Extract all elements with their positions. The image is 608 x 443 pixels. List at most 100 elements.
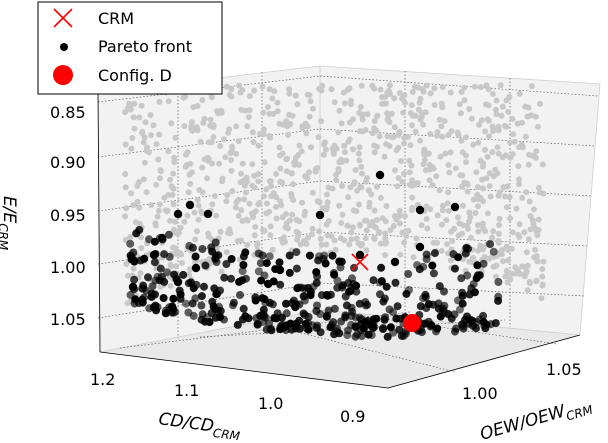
population-point <box>225 129 232 136</box>
population-point <box>187 266 193 273</box>
population-point <box>422 109 429 116</box>
population-point <box>236 82 243 89</box>
population-point <box>229 188 236 195</box>
population-point <box>242 107 249 114</box>
pareto-point <box>415 205 425 215</box>
population-point <box>404 133 411 140</box>
pareto-point <box>145 235 153 244</box>
population-point <box>474 191 481 198</box>
population-point <box>123 205 130 212</box>
population-point <box>403 233 410 239</box>
pareto-point <box>144 273 152 282</box>
population-point <box>436 187 443 194</box>
population-point <box>318 241 325 248</box>
population-point <box>346 241 353 248</box>
population-point <box>333 177 340 184</box>
population-point <box>437 153 444 160</box>
population-point <box>458 89 465 95</box>
population-point <box>254 240 261 247</box>
pareto-point <box>295 324 304 333</box>
z-axis-label: E/ECRM <box>0 196 19 251</box>
population-point <box>348 236 355 243</box>
x-tick-label: 1.0 <box>258 394 283 413</box>
population-point <box>409 182 416 189</box>
population-point <box>168 120 175 127</box>
population-point <box>316 228 323 235</box>
population-point <box>464 188 471 195</box>
population-point <box>383 141 390 148</box>
population-point <box>356 201 362 208</box>
population-point <box>359 170 365 177</box>
population-point <box>392 167 398 174</box>
population-point <box>142 119 149 126</box>
population-point <box>266 178 273 185</box>
population-point <box>363 217 370 224</box>
population-point <box>138 102 145 109</box>
pareto-point <box>203 313 212 322</box>
pareto-point <box>322 312 331 321</box>
pareto-point <box>389 308 397 317</box>
population-point <box>268 183 275 190</box>
population-point <box>348 101 354 108</box>
legend-marker-config-d <box>53 65 73 85</box>
pareto-point <box>389 328 398 337</box>
population-point <box>132 219 139 226</box>
population-point <box>363 247 370 254</box>
population-point <box>389 134 396 141</box>
population-point <box>192 259 199 266</box>
pareto-point <box>419 294 428 303</box>
pareto-point <box>197 301 206 310</box>
population-point <box>181 123 188 130</box>
population-point <box>308 231 315 238</box>
population-point <box>477 84 484 91</box>
pareto-point <box>213 306 222 315</box>
pareto-point <box>285 268 294 277</box>
pareto-point <box>197 292 206 301</box>
pareto-point <box>349 280 358 288</box>
population-point <box>273 204 279 210</box>
population-point <box>294 236 301 243</box>
population-point <box>486 133 493 140</box>
population-point <box>288 193 295 200</box>
population-point <box>274 99 281 106</box>
grid-line <box>97 75 321 103</box>
population-point <box>409 122 415 129</box>
pareto-point <box>168 308 176 317</box>
axis-lines <box>97 91 581 389</box>
population-point <box>540 258 547 265</box>
population-point <box>399 179 406 185</box>
pareto-point <box>377 263 386 272</box>
legend-marker-pareto <box>60 43 68 51</box>
pareto-point <box>198 245 207 253</box>
pareto-point <box>391 278 400 287</box>
population-point <box>366 199 373 206</box>
population-point <box>167 283 174 289</box>
population-point <box>518 141 525 148</box>
x-axis-label: CD/CDCRM <box>157 409 243 443</box>
population-point <box>191 209 198 216</box>
population-point <box>514 266 521 273</box>
population-point <box>377 86 384 93</box>
population-point <box>217 143 224 149</box>
population-point <box>290 181 297 188</box>
population-point <box>396 90 403 96</box>
population-point <box>376 229 383 236</box>
pareto-point <box>188 299 197 308</box>
population-point <box>312 168 319 175</box>
pareto-point <box>494 278 503 286</box>
population-point <box>260 227 267 234</box>
population-point <box>188 119 195 126</box>
population-point <box>459 149 466 156</box>
pareto-point <box>239 261 248 269</box>
pareto-point <box>132 229 141 238</box>
population-point <box>228 157 235 163</box>
population-point <box>341 149 348 156</box>
population-point <box>445 207 452 214</box>
population-point <box>315 134 322 141</box>
grid-line <box>97 180 321 212</box>
population-point <box>486 183 493 189</box>
population-point <box>224 192 231 198</box>
pareto-point <box>185 241 194 250</box>
population-point <box>153 222 159 229</box>
pareto-point <box>429 269 438 278</box>
